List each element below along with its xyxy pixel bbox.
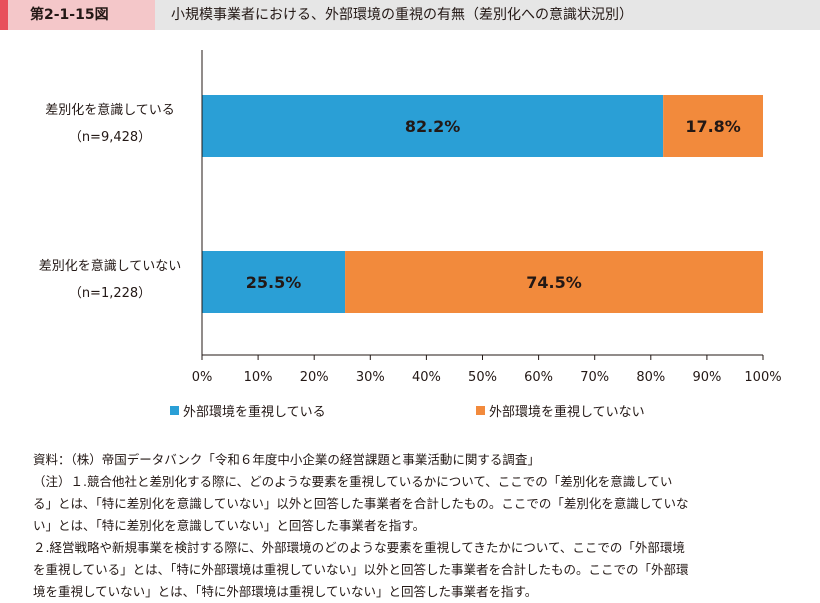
category-n-1: （n=9,428） (69, 130, 151, 145)
figure-number: 第2-1-15図 (0, 0, 155, 30)
notes-section: 資料：（株）帝国データバンク「令和６年度中小企業の経営課題と事業活動に関する調査… (0, 449, 810, 603)
data-label-1-1: 82.2% (405, 117, 461, 136)
category-label-2: 差別化を意識していない (39, 258, 182, 274)
x-tick-label-9: 90% (692, 370, 721, 385)
note-1-line-3: い」とは、「特に差別化を意識していない」と回答した事業者を指す。 (33, 518, 426, 533)
data-label-1-2: 17.8% (685, 117, 741, 136)
x-tick-label-8: 80% (636, 370, 665, 385)
x-tick-label-10: 100% (744, 370, 781, 385)
bar-segment-2-1 (202, 251, 346, 313)
figure-title: 小規模事業者における、外部環境の重視の有無（差別化への意識状況別） (155, 0, 820, 30)
note-2-line-1: ２.経営戦略や新規事業を検討する際に、外部環境のどのような要素を重視してきたかに… (33, 540, 685, 555)
note-2-line-2: を重視している」とは、「特に外部環境は重視していない」以外と回答した事業者を合計… (33, 562, 689, 577)
bar-segment-2-2 (345, 251, 763, 313)
x-tick-label-1: 10% (244, 370, 273, 385)
legend-swatch-2 (476, 406, 485, 415)
data-label-2-2: 74.5% (526, 273, 582, 292)
data-label-2-1: 25.5% (246, 273, 302, 292)
x-tick-label-3: 30% (356, 370, 385, 385)
x-tick-label-0: 0% (192, 370, 213, 385)
x-tick-label-7: 70% (580, 370, 609, 385)
x-tick-label-5: 50% (468, 370, 497, 385)
legend-label-2: 外部環境を重視していない (489, 404, 645, 420)
stacked-bar-chart: 82.2% 17.8% 差別化を意識している （n=9,428） 25.5% 74.5% 差… (39, 50, 782, 420)
category-n-2: （n=1,228） (69, 286, 151, 301)
category-label-1: 差別化を意識している (45, 102, 175, 118)
figure-header: 第2-1-15図 小規模事業者における、外部環境の重視の有無（差別化への意識状況… (0, 0, 820, 30)
note-2-line-3: 境を重視していない」とは、「特に外部環境は重視していない」と回答した事業者を指す… (33, 584, 538, 599)
legend-label-1: 外部環境を重視している (183, 404, 326, 420)
note-1-line-2: る」とは、「特に差別化を意識していない」以外と回答した事業者を合計したもの。ここ… (33, 496, 689, 511)
source-note: 資料：（株）帝国データバンク「令和６年度中小企業の経営課題と事業活動に関する調査… (33, 452, 540, 467)
bar-segment-1-1 (202, 95, 664, 157)
note-1-line-1: （注）１.競合他社と差別化する際に、どのような要素を重視しているかについて、ここ… (33, 474, 673, 489)
x-tick-label-2: 20% (300, 370, 329, 385)
legend-swatch-1 (170, 406, 179, 415)
x-tick-label-4: 40% (412, 370, 441, 385)
x-tick-label-6: 60% (524, 370, 553, 385)
bar-segment-1-2 (663, 95, 763, 157)
